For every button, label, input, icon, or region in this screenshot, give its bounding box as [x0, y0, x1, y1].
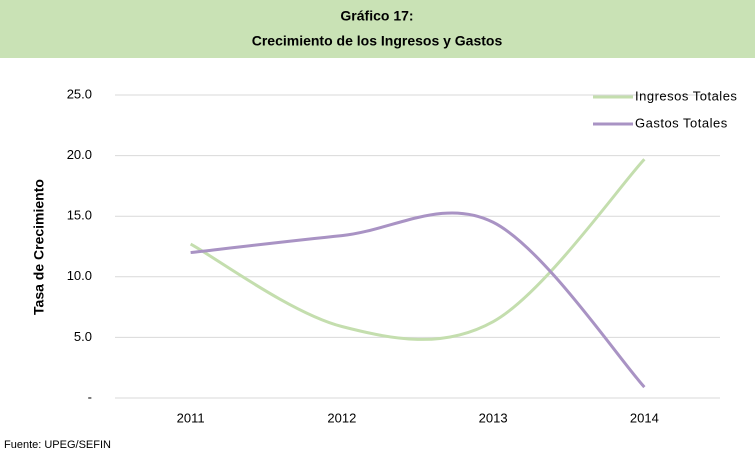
chart-title: Gráfico 17: [340, 8, 413, 24]
x-tick-label: 2013 [479, 410, 508, 425]
legend-label: Ingresos Totales [635, 88, 737, 103]
y-tick-label: 25.0 [67, 86, 92, 101]
y-axis-label: Tasa de Crecimiento [31, 179, 47, 315]
legend-label: Gastos Totales [635, 115, 728, 130]
x-tick-label: 2011 [177, 410, 205, 425]
title-banner [0, 0, 755, 58]
y-tick-label: 15.0 [67, 208, 92, 223]
y-tick-label: 5.0 [74, 329, 92, 344]
source-note: Fuente: UPEG/SEFIN [4, 439, 111, 451]
series-line [190, 211, 646, 389]
series-line [189, 158, 646, 341]
x-tick-label: 2012 [327, 410, 356, 425]
y-tick-label: - [88, 389, 92, 404]
y-tick-label: 20.0 [67, 147, 92, 162]
chart-subtitle: Crecimiento de los Ingresos y Gastos [252, 33, 503, 49]
y-tick-label: 10.0 [67, 268, 92, 283]
x-tick-label: 2014 [630, 410, 659, 425]
